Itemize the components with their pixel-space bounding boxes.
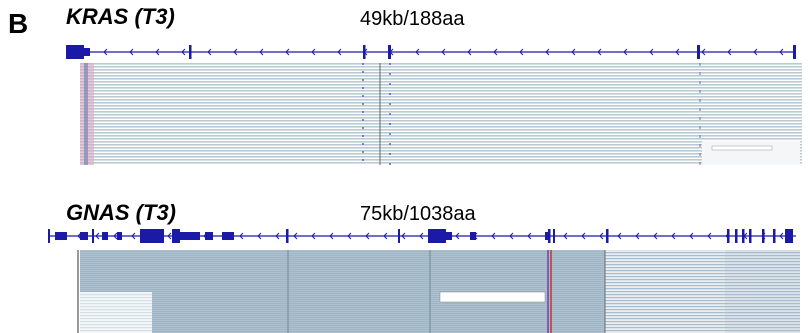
- utr: [55, 232, 67, 240]
- exon: [172, 229, 180, 243]
- exon: [785, 229, 793, 243]
- reads-sparse: [605, 250, 725, 333]
- exon: [727, 229, 730, 243]
- utr: [222, 232, 234, 240]
- utr: [80, 232, 88, 240]
- exon: [140, 229, 164, 243]
- reads-gap: [440, 292, 545, 302]
- figure: B KRAS (T3) 49kb/188aa GNAS (T3) 75kb/10…: [0, 0, 810, 333]
- exon: [735, 229, 738, 243]
- read-alignments: [80, 63, 802, 165]
- utr: [180, 232, 200, 240]
- gene-model: [66, 45, 796, 59]
- exon: [388, 45, 391, 59]
- reads: [80, 63, 802, 165]
- reads-gap: [702, 141, 800, 165]
- panel-label: B: [8, 8, 28, 39]
- gene-size: 49kb/188aa: [360, 8, 465, 30]
- exon: [773, 229, 776, 243]
- read-alignments: [78, 250, 800, 333]
- exon: [793, 45, 796, 59]
- utr: [470, 232, 476, 240]
- exon: [398, 229, 400, 243]
- utr: [84, 48, 90, 56]
- exon: [363, 45, 366, 59]
- exon: [48, 229, 50, 243]
- exon: [189, 45, 192, 59]
- exon: [762, 229, 765, 243]
- utr: [205, 232, 213, 240]
- gene-name: GNAS (T3): [66, 200, 176, 225]
- exon: [553, 229, 555, 243]
- reads-sparse: [80, 292, 152, 333]
- page: B KRAS (T3) 49kb/188aa GNAS (T3) 75kb/10…: [0, 0, 810, 333]
- gene-name: KRAS (T3): [66, 4, 175, 29]
- exon: [697, 45, 700, 59]
- exon: [606, 229, 609, 243]
- exon: [742, 229, 745, 243]
- gene-model: [48, 229, 796, 243]
- exon: [286, 229, 289, 243]
- reads-sparse: [725, 250, 800, 333]
- exon: [749, 229, 752, 243]
- utr: [440, 232, 452, 240]
- exon: [66, 45, 84, 59]
- utr: [545, 232, 549, 240]
- exon: [92, 229, 94, 243]
- soft-clip: [84, 63, 88, 165]
- reads-gap: [712, 146, 772, 150]
- utr: [102, 232, 108, 240]
- gene-size: 75kb/1038aa: [360, 203, 477, 225]
- utr: [117, 232, 122, 240]
